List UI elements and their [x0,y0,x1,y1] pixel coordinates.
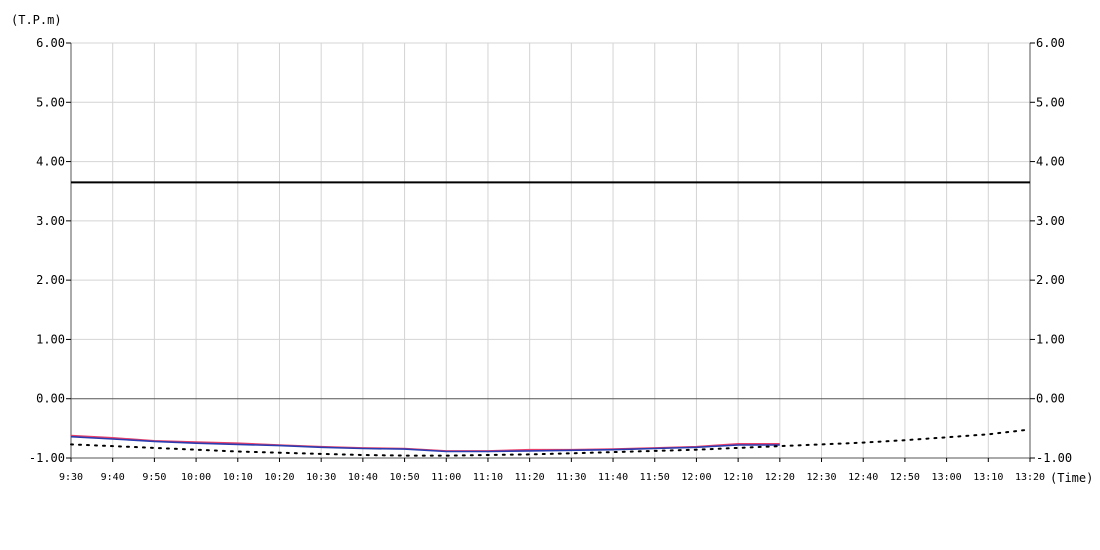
x-tick-label: 12:00 [681,472,711,483]
y-tick-label-left: 3.00 [36,214,65,228]
x-tick-label: 13:20 [1015,472,1045,483]
x-tick-label: 12:20 [765,472,795,483]
axes [66,42,1035,462]
y-axis-label: (T.P.m) [11,13,62,27]
x-tick-label: 10:40 [348,472,378,483]
series-group [70,181,1031,457]
x-tick-label: 9:50 [142,472,166,483]
y-tick-label-right: 1.00 [1036,332,1065,346]
x-tick-label: 12:50 [890,472,920,483]
x-tick-label: 10:30 [306,472,336,483]
x-tick-label: 9:40 [101,472,125,483]
y-tick-label-right: -1.00 [1036,451,1072,465]
x-tick-label: 11:10 [473,472,503,483]
y-tick-label-right: 3.00 [1036,214,1065,228]
x-tick-label: 11:50 [640,472,670,483]
x-tick-label: 11:20 [515,472,545,483]
tick-labels: 6.00 6.00 5.00 5.00 4.00 4.00 3.00 3.00 2.00 2.00… [29,36,1072,483]
series-line [70,435,780,453]
x-tick-label: 9:30 [59,472,83,483]
x-tick-label: 10:00 [181,472,211,483]
series-line-dotted [70,428,1031,457]
x-tick-label: 10:20 [264,472,294,483]
y-tick-label-left: 0.00 [36,392,65,406]
y-tick-label-right: 5.00 [1036,95,1065,109]
x-tick-label: 11:40 [598,472,628,483]
y-tick-label-right: 4.00 [1036,155,1065,169]
x-tick-label: 10:10 [223,472,253,483]
y-tick-label-left: 5.00 [36,95,65,109]
y-tick-label-left: 1.00 [36,332,65,346]
x-tick-label: 11:30 [556,472,586,483]
x-tick-label: 13:10 [973,472,1003,483]
x-tick-label: 13:00 [932,472,962,483]
y-tick-label-right: 6.00 [1036,36,1065,50]
y-tick-label-left: 6.00 [36,36,65,50]
y-tick-label-right: 0.00 [1036,392,1065,406]
x-axis-label: (Time) [1050,471,1093,485]
x-tick-label: 10:50 [390,472,420,483]
y-tick-label-right: 2.00 [1036,273,1065,287]
x-tick-label: 12:10 [723,472,753,483]
y-tick-label-left: 2.00 [36,273,65,287]
x-tick-label: 11:00 [431,472,461,483]
x-tick-label: 12:30 [806,472,836,483]
y-tick-label-left: 4.00 [36,155,65,169]
x-tick-label: 12:40 [848,472,878,483]
y-tick-label-left: -1.00 [29,451,65,465]
grid-lines [71,42,1030,458]
